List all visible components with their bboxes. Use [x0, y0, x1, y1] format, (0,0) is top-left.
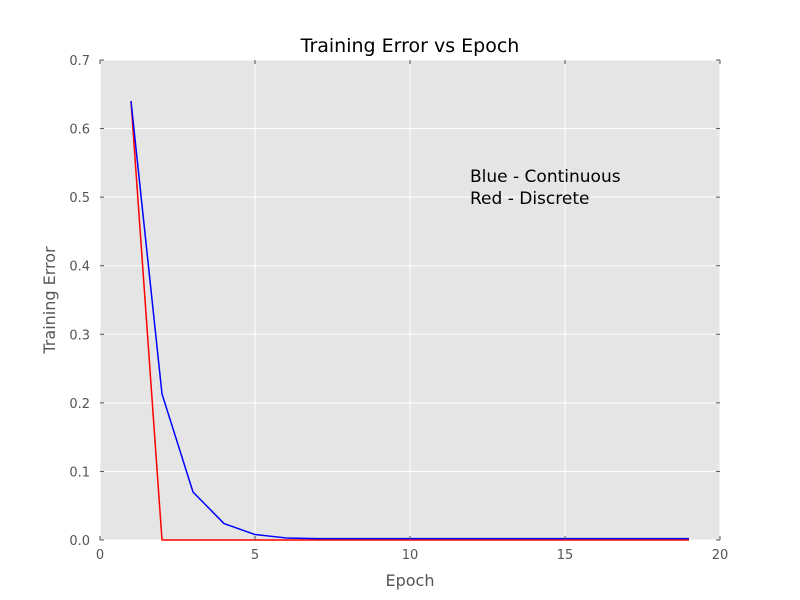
tick-marks [99, 59, 721, 541]
y-tick-label: 0.2 [69, 397, 90, 412]
y-tick-label: 0.6 [69, 123, 90, 138]
y-tick-label: 0.1 [69, 465, 90, 480]
y-tick-label: 0.4 [69, 260, 90, 275]
y-tick-label: 0.3 [69, 328, 90, 343]
x-tick-label: 0 [96, 548, 104, 563]
x-tick-label: 20 [712, 548, 729, 563]
y-tick-label: 0.0 [69, 534, 90, 549]
y-tick-label: 0.7 [69, 54, 90, 69]
annotation-box: Blue - Continuous Red - Discrete [470, 167, 621, 209]
y-axis-label: Training Error [40, 246, 59, 355]
x-tick-label: 15 [557, 548, 574, 563]
x-tick-label: 10 [402, 548, 419, 563]
tick-labels: 0 5 10 15 20 0.0 0.1 0.2 0.3 0.4 0.5 0.6 0.7 [69, 54, 728, 563]
grid-lines [99, 59, 721, 541]
annotation-line-red: Red - Discrete [470, 189, 589, 209]
x-tick-label: 5 [251, 548, 259, 563]
chart-title: Training Error vs Epoch [300, 35, 520, 57]
y-tick-label: 0.5 [69, 191, 90, 206]
x-axis-label: Epoch [386, 571, 435, 590]
annotation-line-blue: Blue - Continuous [470, 167, 621, 187]
